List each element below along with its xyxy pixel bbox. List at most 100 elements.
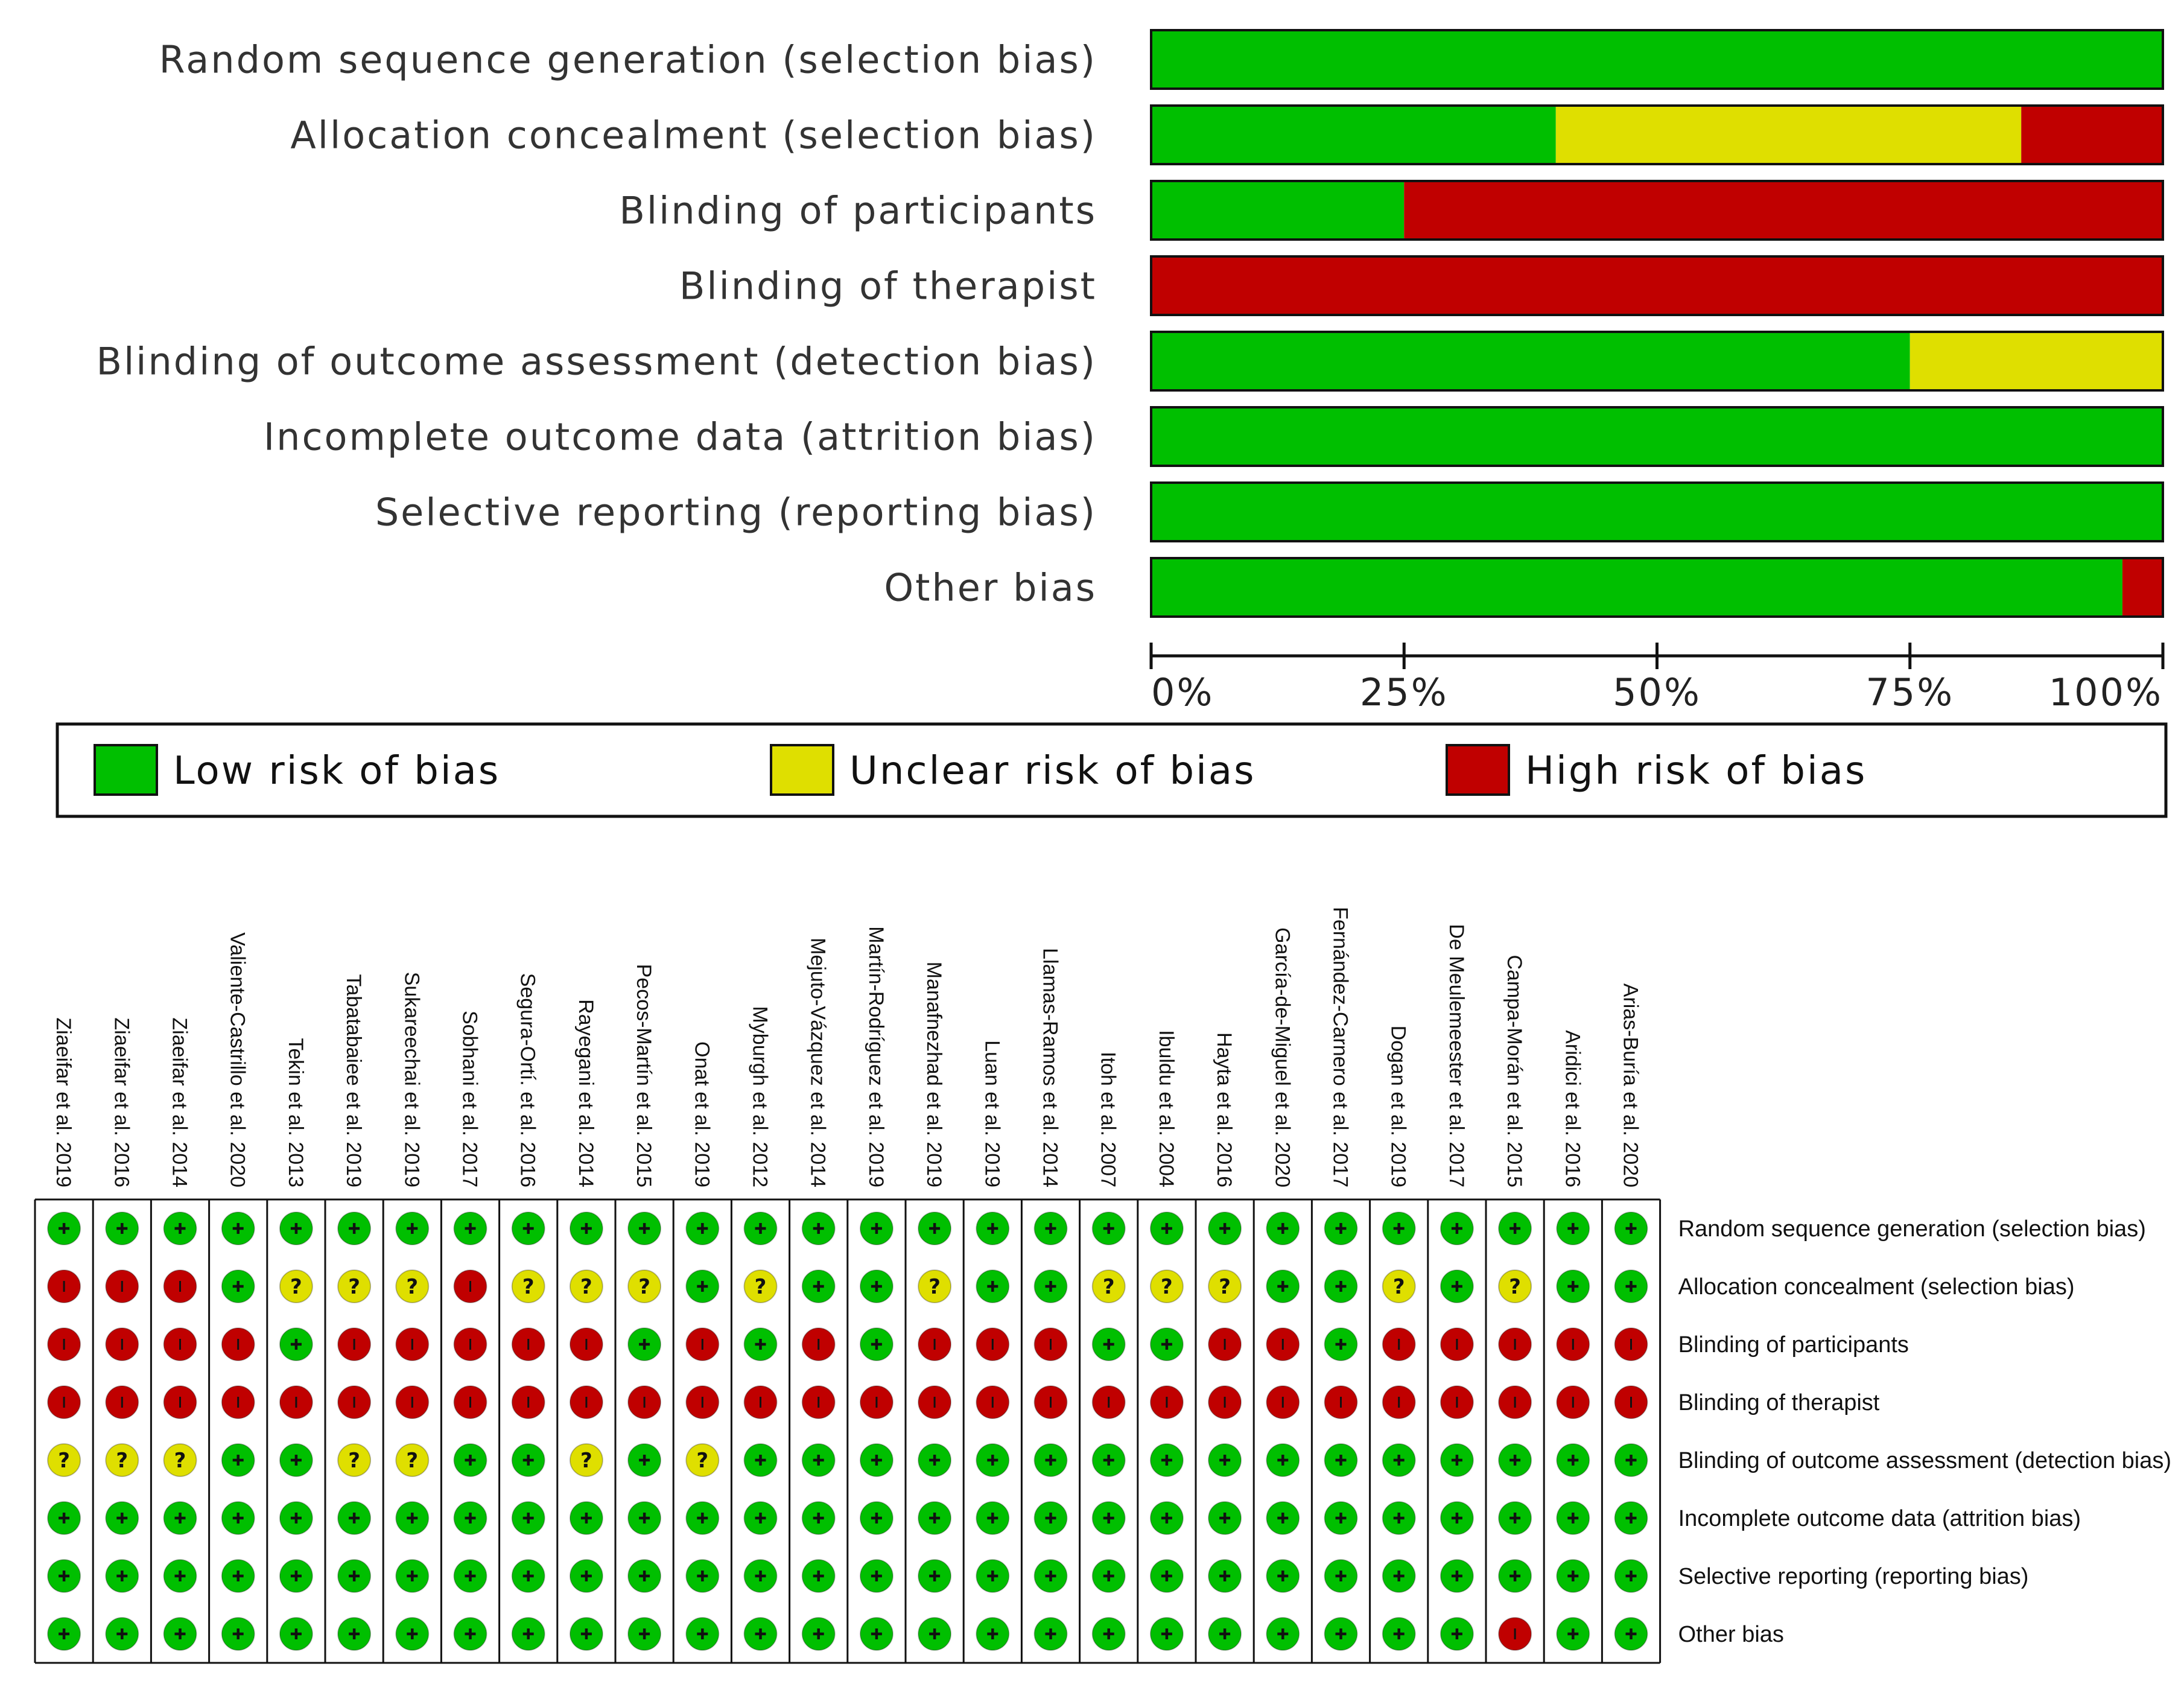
cell-1-6-L bbox=[337, 1212, 372, 1245]
graph-label-allocation-concealment-selection-bias: Allocation concealment (selection bias) bbox=[290, 113, 1097, 157]
cell-8-19-L bbox=[1091, 1617, 1126, 1651]
cell-5-21-L bbox=[1208, 1443, 1242, 1477]
study-label-itoh-et-al-2007: Itoh et al. 2007 bbox=[1097, 1052, 1120, 1187]
cell-1-15-L bbox=[859, 1212, 894, 1245]
cell-2-17-L bbox=[976, 1269, 1010, 1303]
cell-2-18-L bbox=[1033, 1269, 1068, 1303]
question-symbol: ? bbox=[406, 1275, 418, 1299]
study-label-sobhani-et-al-2017: Sobhani et al. 2017 bbox=[459, 1011, 481, 1187]
cell-2-12-L bbox=[685, 1269, 720, 1303]
cell-4-7-H bbox=[395, 1385, 430, 1419]
cell-5-3-U: ? bbox=[163, 1443, 197, 1477]
cell-2-15-L bbox=[859, 1269, 894, 1303]
cell-2-21-U: ? bbox=[1208, 1269, 1242, 1303]
cell-2-6-U: ? bbox=[337, 1269, 372, 1303]
cell-2-9-U: ? bbox=[511, 1269, 545, 1303]
cell-1-28-L bbox=[1614, 1212, 1648, 1245]
cell-5-13-L bbox=[743, 1443, 778, 1477]
cell-4-12-H bbox=[685, 1385, 720, 1419]
cell-7-26-L bbox=[1498, 1559, 1532, 1593]
cell-7-17-L bbox=[976, 1559, 1010, 1593]
cell-5-1-U: ? bbox=[47, 1443, 81, 1477]
study-label-tabatabaiee-et-al-2019: Tabatabaiee et al. 2019 bbox=[342, 974, 365, 1187]
cell-3-9-H bbox=[511, 1327, 545, 1361]
cell-6-17-L bbox=[976, 1501, 1010, 1535]
cell-4-11-H bbox=[627, 1385, 662, 1419]
graph-x-axis: 0% 25% 50% 75% 100% bbox=[1149, 643, 2165, 714]
cell-7-1-L bbox=[47, 1559, 81, 1593]
risk-dot bbox=[163, 1443, 197, 1477]
question-symbol: ? bbox=[1103, 1275, 1115, 1299]
cell-4-16-H bbox=[918, 1385, 952, 1419]
study-label-hayta-et-al-2016: Hayta et al. 2016 bbox=[1213, 1032, 1236, 1187]
cell-7-5-L bbox=[279, 1559, 313, 1593]
cell-3-17-H bbox=[976, 1327, 1010, 1361]
study-label-llamas-ramos-et-al-2014: Llamas-Ramos et al. 2014 bbox=[1039, 948, 1062, 1187]
cell-8-25-L bbox=[1440, 1617, 1474, 1651]
cell-8-11-L bbox=[627, 1617, 662, 1651]
graph-label-incomplete-outcome-data-attrition-bias: Incomplete outcome data (attrition bias) bbox=[264, 415, 1097, 459]
cell-3-12-H bbox=[685, 1327, 720, 1361]
cell-3-23-L bbox=[1324, 1327, 1358, 1361]
cell-6-27-L bbox=[1556, 1501, 1590, 1535]
risk-dot bbox=[1091, 1269, 1126, 1303]
legend-box bbox=[56, 722, 2168, 818]
cell-4-24-H bbox=[1382, 1385, 1416, 1419]
cell-2-1-H bbox=[47, 1269, 81, 1303]
question-symbol: ? bbox=[696, 1449, 708, 1473]
risk-dot bbox=[337, 1269, 372, 1303]
cell-5-14-L bbox=[801, 1443, 836, 1477]
question-symbol: ? bbox=[406, 1449, 418, 1473]
study-label-ziaeifar-et-al-2016: Ziaeifar et al. 2016 bbox=[110, 1017, 133, 1187]
cell-6-10-L bbox=[569, 1501, 603, 1535]
study-label-dogan-et-al-2019: Dogan et al. 2019 bbox=[1387, 1026, 1410, 1187]
cell-3-10-H bbox=[569, 1327, 603, 1361]
cell-3-21-H bbox=[1208, 1327, 1242, 1361]
risk-of-bias-graph: Random sequence generation (selection bi… bbox=[97, 29, 2165, 714]
graph-domain-labels: Random sequence generation (selection bi… bbox=[97, 38, 1097, 610]
cell-5-27-L bbox=[1556, 1443, 1590, 1477]
risk-dot bbox=[47, 1443, 81, 1477]
cell-4-6-H bbox=[337, 1385, 372, 1419]
bar-outline-5 bbox=[1150, 331, 2164, 392]
cell-6-6-L bbox=[337, 1501, 372, 1535]
cell-4-9-H bbox=[511, 1385, 545, 1419]
row-label-other-bias: Other bias bbox=[1678, 1622, 1784, 1647]
cell-7-13-L bbox=[743, 1559, 778, 1593]
study-label-ziaeifar-et-al-2019: Ziaeifar et al. 2019 bbox=[52, 1017, 75, 1187]
study-label-myburgh-et-al-2012: Myburgh et al. 2012 bbox=[749, 1006, 772, 1187]
cell-7-21-L bbox=[1208, 1559, 1242, 1593]
cell-3-28-H bbox=[1614, 1327, 1648, 1361]
bar-low-risk-of-bias-2 bbox=[1151, 106, 1556, 164]
bar-high-risk-of-bias-8 bbox=[2122, 558, 2163, 617]
cell-4-27-H bbox=[1556, 1385, 1590, 1419]
question-symbol: ? bbox=[1161, 1275, 1173, 1299]
cell-1-1-L bbox=[47, 1212, 81, 1245]
cell-6-7-L bbox=[395, 1501, 430, 1535]
cell-2-26-U: ? bbox=[1498, 1269, 1532, 1303]
cell-5-28-L bbox=[1614, 1443, 1648, 1477]
cell-6-11-L bbox=[627, 1501, 662, 1535]
cell-4-25-H bbox=[1440, 1385, 1474, 1419]
cell-6-13-L bbox=[743, 1501, 778, 1535]
cell-2-4-L bbox=[221, 1269, 255, 1303]
cell-5-19-L bbox=[1091, 1443, 1126, 1477]
cell-8-1-L bbox=[47, 1617, 81, 1651]
cell-4-5-H bbox=[279, 1385, 313, 1419]
graph-label-blinding-of-outcome-assessment-detection-bias: Blinding of outcome assessment (detectio… bbox=[97, 340, 1097, 384]
cell-1-9-L bbox=[511, 1212, 545, 1245]
cell-3-20-L bbox=[1149, 1327, 1184, 1361]
cell-8-21-L bbox=[1208, 1617, 1242, 1651]
cell-1-18-L bbox=[1033, 1212, 1068, 1245]
cell-3-19-L bbox=[1091, 1327, 1126, 1361]
cell-5-7-U: ? bbox=[395, 1443, 430, 1477]
risk-dot bbox=[1498, 1269, 1532, 1303]
bar-low-risk-of-bias-5 bbox=[1151, 332, 1910, 390]
cell-1-23-L bbox=[1324, 1212, 1358, 1245]
cell-1-24-L bbox=[1382, 1212, 1416, 1245]
study-label-onat-et-al-2019: Onat et al. 2019 bbox=[690, 1041, 713, 1187]
study-label-arias-bur-a-et-al-2020: Arias-Buría et al. 2020 bbox=[1619, 983, 1642, 1187]
cell-8-14-L bbox=[801, 1617, 836, 1651]
cell-5-8-L bbox=[453, 1443, 487, 1477]
study-label-pecos-mart-n-et-al-2015: Pecos-Martín et al. 2015 bbox=[632, 964, 655, 1187]
